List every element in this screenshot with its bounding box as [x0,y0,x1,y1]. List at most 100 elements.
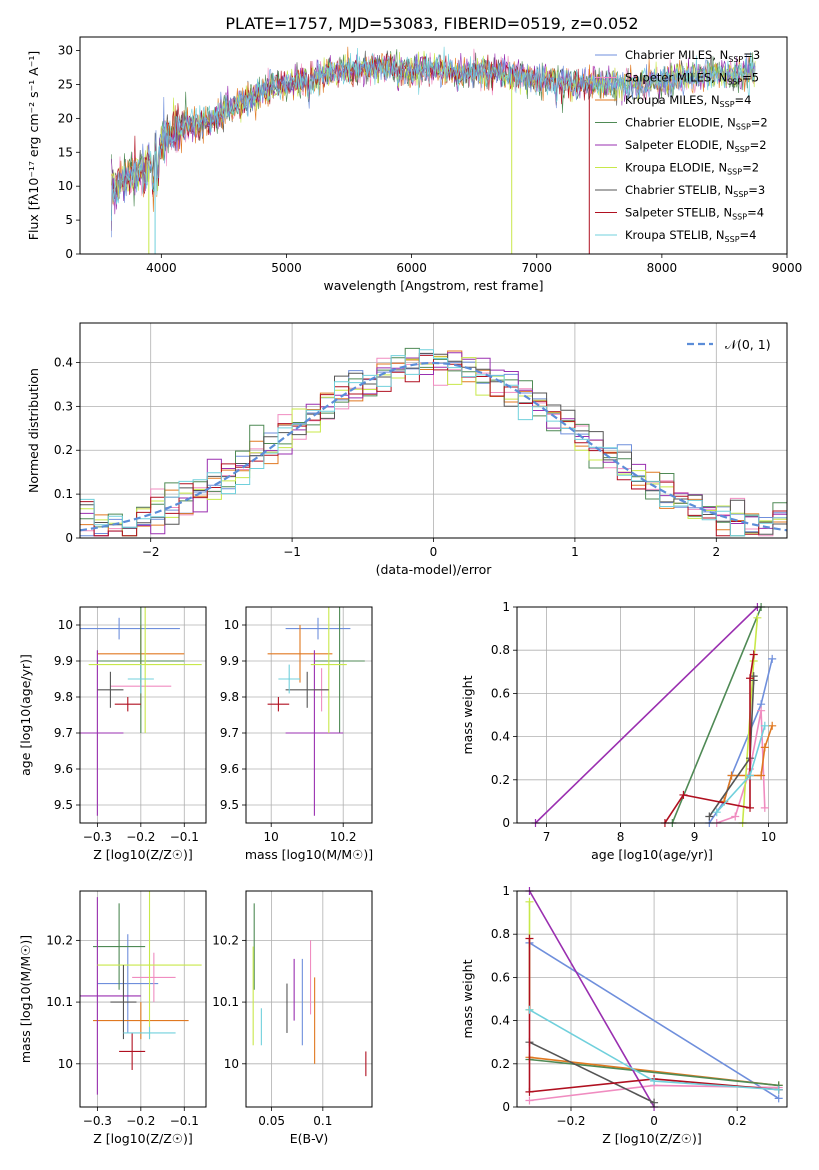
marker-salpeter-miles [757,706,766,715]
x-axis-label: Z [log10(Z/Z☉)] [93,847,193,862]
y-tick-label: 5 [65,213,73,227]
y-tick-label: 0.4 [54,355,73,369]
cumulative-line-salpeter-stelib [528,938,779,1093]
marker-salpeter-stelib [679,790,688,799]
x-axis-label: E(B-V) [290,1131,329,1146]
y-tick-label: 1 [502,600,510,614]
marker-kroupa-stelib [525,1005,534,1014]
y-tick-label: 25 [58,77,73,91]
marker-kroupa-miles [727,771,736,780]
marker-kroupa-miles [768,721,777,730]
plot-frame [516,890,788,1108]
legend-label-chabrier-stelib: Chabrier STELIB, NSSP=3 [625,183,765,199]
mass-vs-ebv-panel: 0.05 0.1 10 10.1 10.2 E(B-V) [212,890,373,1146]
y-tick-label: 20 [58,111,73,125]
marker-chabrier-miles [774,1094,783,1103]
plot-frame [79,606,207,824]
y-tick-label: 10.1 [46,995,73,1009]
legend-label-kroupa-miles: Kroupa MILES, NSSP=4 [625,93,751,109]
age-vs-mass-panel: 10 10.2 9.5 9.6 9.7 9.8 9.9 10 mass [log10(M/M☉)… [220,606,373,862]
legend-label-kroupa-stelib: Kroupa STELIB, NSSP=4 [625,228,756,244]
x-axis-label: mass [log10(M/M☉)] [245,847,373,862]
x-axis-label: Z [log10(Z/Z☉)] [602,1131,702,1146]
x-tick-label: 10 [264,830,279,844]
plot-frame [516,606,788,824]
x-tick-label: −0.3 [83,1114,112,1128]
legend-label-normal: 𝒩(0, 1) [725,337,771,352]
spectrum-line-kroupa-stelib [111,46,756,221]
y-axis-label: mass [log10(M/M☉)] [18,935,33,1063]
y-tick-label: 1 [502,884,510,898]
x-axis-label: Z [log10(Z/Z☉)] [93,1131,193,1146]
x-tick-label: 0.05 [258,1114,285,1128]
mass-weight-vs-age-panel: 7 8 9 10 0 0.2 0.4 0.6 0.8 1 age [log10(age/yr)] ma… [460,600,788,862]
age-vs-metallicity-panel: −0.3 −0.2 −0.1 9.5 9.6 9.7 9.8 9.9 10 Z [log10(Z/… [18,606,207,862]
y-tick-label: 9.6 [220,762,239,776]
marker-salpeter-stelib [525,1087,534,1096]
y-tick-label: 15 [58,145,73,159]
marker-salpeter-miles [731,812,740,821]
y-axis-label: Flux [fλ10⁻¹⁷ erg cm⁻² s⁻¹ A⁻¹] [26,51,41,240]
cumulative-line-salpeter-elodie [534,607,758,823]
marker-chabrier-miles [768,654,777,663]
y-tick-label: 9.9 [220,654,239,668]
x-tick-label: −0.2 [126,830,155,844]
residual-histogram-panel: −2 −1 0 1 2 0 0.1 0.2 0.3 0.4 (data-model)/error No… [26,322,788,577]
y-tick-label: 10 [224,1057,239,1071]
y-tick-label: 0.8 [491,927,510,941]
y-tick-label: 10 [58,618,73,632]
y-tick-label: 0 [65,531,73,545]
cumulative-line-chabrier-elodie [529,1058,779,1087]
spectrum-panel: 4000 5000 6000 7000 8000 9000 0 5 10 15 20 25 30 wave… [26,36,803,293]
figure-title: PLATE=1757, MJD=53083, FIBERID=0519, z=0… [225,14,638,33]
plot-frame [79,36,788,255]
cumulative-line-salpeter-elodie [528,891,655,1107]
y-tick-label: 0 [65,247,73,261]
y-axis-label: mass weight [460,675,475,754]
mass-weight-vs-metallicity-panel: −0.2 0 0.2 0 0.2 0.4 0.6 0.8 1 Z [log10(Z/Z☉)] mas… [460,884,788,1146]
marker-kroupa-miles [757,771,766,780]
legend-label-kroupa-elodie: Kroupa ELODIE, NSSP=2 [625,161,759,177]
marker-kroupa-stelib [774,1085,783,1094]
y-tick-label: 0.2 [491,773,510,787]
marker-kroupa-stelib [712,808,721,817]
y-tick-label: 30 [58,44,73,58]
y-axis-label: mass weight [460,959,475,1038]
y-tick-label: 10 [58,1057,73,1071]
plot-frame [245,606,373,824]
y-tick-label: 10.2 [46,933,73,947]
x-tick-label: −0.2 [556,1114,585,1128]
x-axis-label: wavelength [Angstrom, rest frame] [323,278,543,293]
x-tick-label: 0 [430,545,438,559]
y-tick-label: 0.8 [491,643,510,657]
x-tick-label: 9 [691,830,699,844]
y-tick-label: 9.6 [54,762,73,776]
plot-frame [79,890,207,1108]
plot-frame [79,322,788,539]
y-tick-label: 0 [502,1100,510,1114]
marker-salpeter-stelib [746,803,755,812]
x-tick-label: 7 [543,830,551,844]
x-tick-label: 7000 [521,261,552,275]
x-tick-label: 9000 [772,261,803,275]
x-tick-label: 10.2 [330,830,357,844]
marker-salpeter-miles [760,803,769,812]
y-tick-label: 0.4 [491,1014,510,1028]
x-tick-label: −1 [283,545,301,559]
y-tick-label: 0 [502,816,510,830]
y-tick-label: 9.9 [54,654,73,668]
y-axis-label: Normed distribution [26,368,41,493]
histogram-salpeter-elodie [80,352,787,538]
marker-salpeter-stelib [749,650,758,659]
x-tick-label: 2 [712,545,720,559]
y-tick-label: 9.7 [220,726,239,740]
legend-label-salpeter-miles: Salpeter MILES, NSSP=5 [625,71,759,87]
y-tick-label: 10 [224,618,239,632]
y-tick-label: 10.1 [212,995,239,1009]
marker-kroupa-stelib [650,1077,659,1086]
legend-label-chabrier-elodie: Chabrier ELODIE, NSSP=2 [625,116,768,132]
x-tick-label: 10 [761,830,776,844]
x-tick-label: −0.3 [83,830,112,844]
y-tick-label: 0.6 [491,686,510,700]
cumulative-line-chabrier-elodie [671,607,762,823]
